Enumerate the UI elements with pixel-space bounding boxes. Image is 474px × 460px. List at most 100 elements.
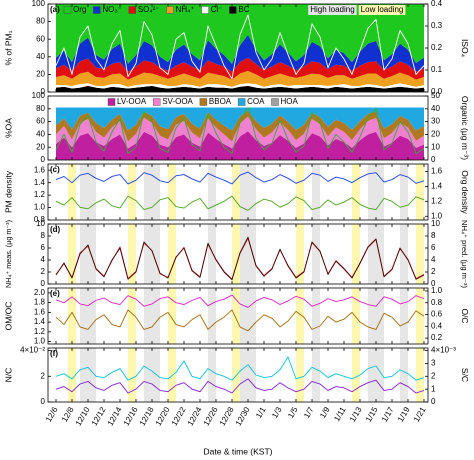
y2-tick-label: 30 (431, 117, 440, 126)
area-band (56, 110, 424, 142)
loading-shade (240, 164, 256, 220)
x-tick-label: 12/20 (154, 405, 172, 427)
loading-shade (208, 224, 216, 284)
loading-shade (144, 164, 160, 220)
x-axis-label: Date & time (KST) (204, 446, 273, 456)
loading-shade (240, 348, 256, 402)
series-line (55, 356, 425, 381)
y-tick-label: 8 (41, 231, 46, 240)
loading-shade (312, 224, 320, 284)
legend-shade (358, 5, 406, 15)
plot-frame (47, 163, 429, 221)
y-tick-label: 40 (36, 130, 45, 139)
y2-tick-label: 2 (431, 267, 436, 276)
series-line (55, 14, 425, 80)
legend-label: Low loading (361, 5, 404, 14)
x-tick-label: 1/1 (254, 405, 268, 420)
x-tick-label: 1/17 (380, 405, 396, 423)
loading-shade (208, 164, 216, 220)
loading-shade (416, 224, 424, 284)
loading-shade (400, 288, 408, 344)
plot-frame (47, 95, 429, 161)
x-tick-label: 12/12 (90, 405, 108, 427)
legend-label: Cl⁻ (211, 5, 223, 14)
y-tick-label: 1.4 (34, 178, 46, 187)
loading-shade (168, 288, 176, 344)
y2-tick-label: 0.6 (431, 310, 443, 319)
y2-tick-label: 20 (431, 130, 440, 139)
y-tick-label: 60 (36, 34, 45, 43)
loading-shade (352, 288, 360, 344)
series-line (55, 195, 425, 211)
panel-label: (c) (50, 165, 60, 174)
legend-label: NH₄⁺ (176, 5, 195, 14)
y2-axis-label: Organic (μg m⁻³) (460, 96, 470, 160)
x-tick-label: 12/22 (170, 405, 188, 427)
plot-frame (47, 223, 429, 285)
legend-label: HOA (280, 97, 298, 106)
panel-label: (d) (50, 225, 61, 234)
y-tick-label: 0 (41, 397, 46, 406)
loading-shade (296, 288, 304, 344)
x-tick-label: 12/16 (122, 405, 140, 427)
y2-axis-label: O/C (460, 308, 470, 323)
legend-shade (308, 5, 357, 15)
loading-shade (128, 348, 136, 402)
y2-tick-label: 0.2 (431, 333, 443, 342)
legend-swatch (63, 6, 72, 14)
loading-shade (80, 348, 96, 402)
legend-swatch (107, 98, 116, 106)
y-tick-label: 1.4 (34, 317, 46, 326)
series-line (55, 294, 425, 308)
y-tick-label: 20 (36, 70, 45, 79)
y2-tick-label: 0 (431, 397, 436, 406)
y-axis-label: % of PM₁ (3, 30, 13, 65)
y-tick-label: 1.6 (34, 165, 46, 174)
loading-shade (232, 288, 240, 344)
y-tick-label: 4×10⁻² (20, 346, 45, 355)
loading-shade (80, 288, 96, 344)
area-band (56, 131, 424, 160)
y2-tick-label: 1.2 (431, 196, 443, 205)
loading-shade (368, 288, 384, 344)
y2-tick-label: 1.6 (431, 167, 443, 176)
x-tick-label: 1/3 (270, 405, 284, 420)
y2-axis-label: NH₄⁺ pred. (μg m⁻³) (460, 220, 469, 288)
loading-shade (168, 348, 176, 402)
loading-shade (312, 288, 320, 344)
y-axis-label: PM density (3, 170, 13, 213)
y2-tick-label: 0.4 (431, 0, 443, 8)
x-tick-label: 12/10 (74, 405, 92, 427)
y-tick-label: 2.0 (34, 288, 46, 297)
loading-shade (144, 288, 160, 344)
loading-shade (128, 164, 136, 220)
x-tick-label: 12/8 (60, 405, 76, 423)
loading-shade (128, 288, 136, 344)
y2-tick-label: 0.0 (431, 87, 443, 96)
y2-tick-label: 0.4 (431, 321, 443, 330)
series-line (55, 236, 425, 281)
loading-shade (168, 224, 176, 284)
x-tick-label: 1/5 (286, 405, 300, 420)
y2-axis-label: Org density (460, 170, 470, 214)
y2-tick-label: 2 (431, 371, 436, 380)
legend-swatch (128, 6, 137, 14)
legend-label: NO₃⁻ (102, 5, 121, 14)
loading-shade (352, 348, 360, 402)
y2-tick-label: 0.1 (431, 65, 443, 74)
loading-shade (400, 348, 408, 402)
series-line (55, 309, 425, 332)
y-tick-label: 0 (41, 279, 46, 288)
loading-shade (400, 164, 408, 220)
y-tick-label: 10 (36, 219, 45, 228)
loading-shade (296, 224, 304, 284)
y-axis-label: N/C (3, 368, 13, 383)
loading-shade (68, 224, 76, 284)
y-tick-label: 1.6 (34, 307, 46, 316)
loading-shade (208, 348, 216, 402)
plot-frame (47, 347, 429, 403)
x-tick-label: 12/18 (138, 405, 156, 427)
y2-tick-label: 1.0 (431, 211, 443, 220)
